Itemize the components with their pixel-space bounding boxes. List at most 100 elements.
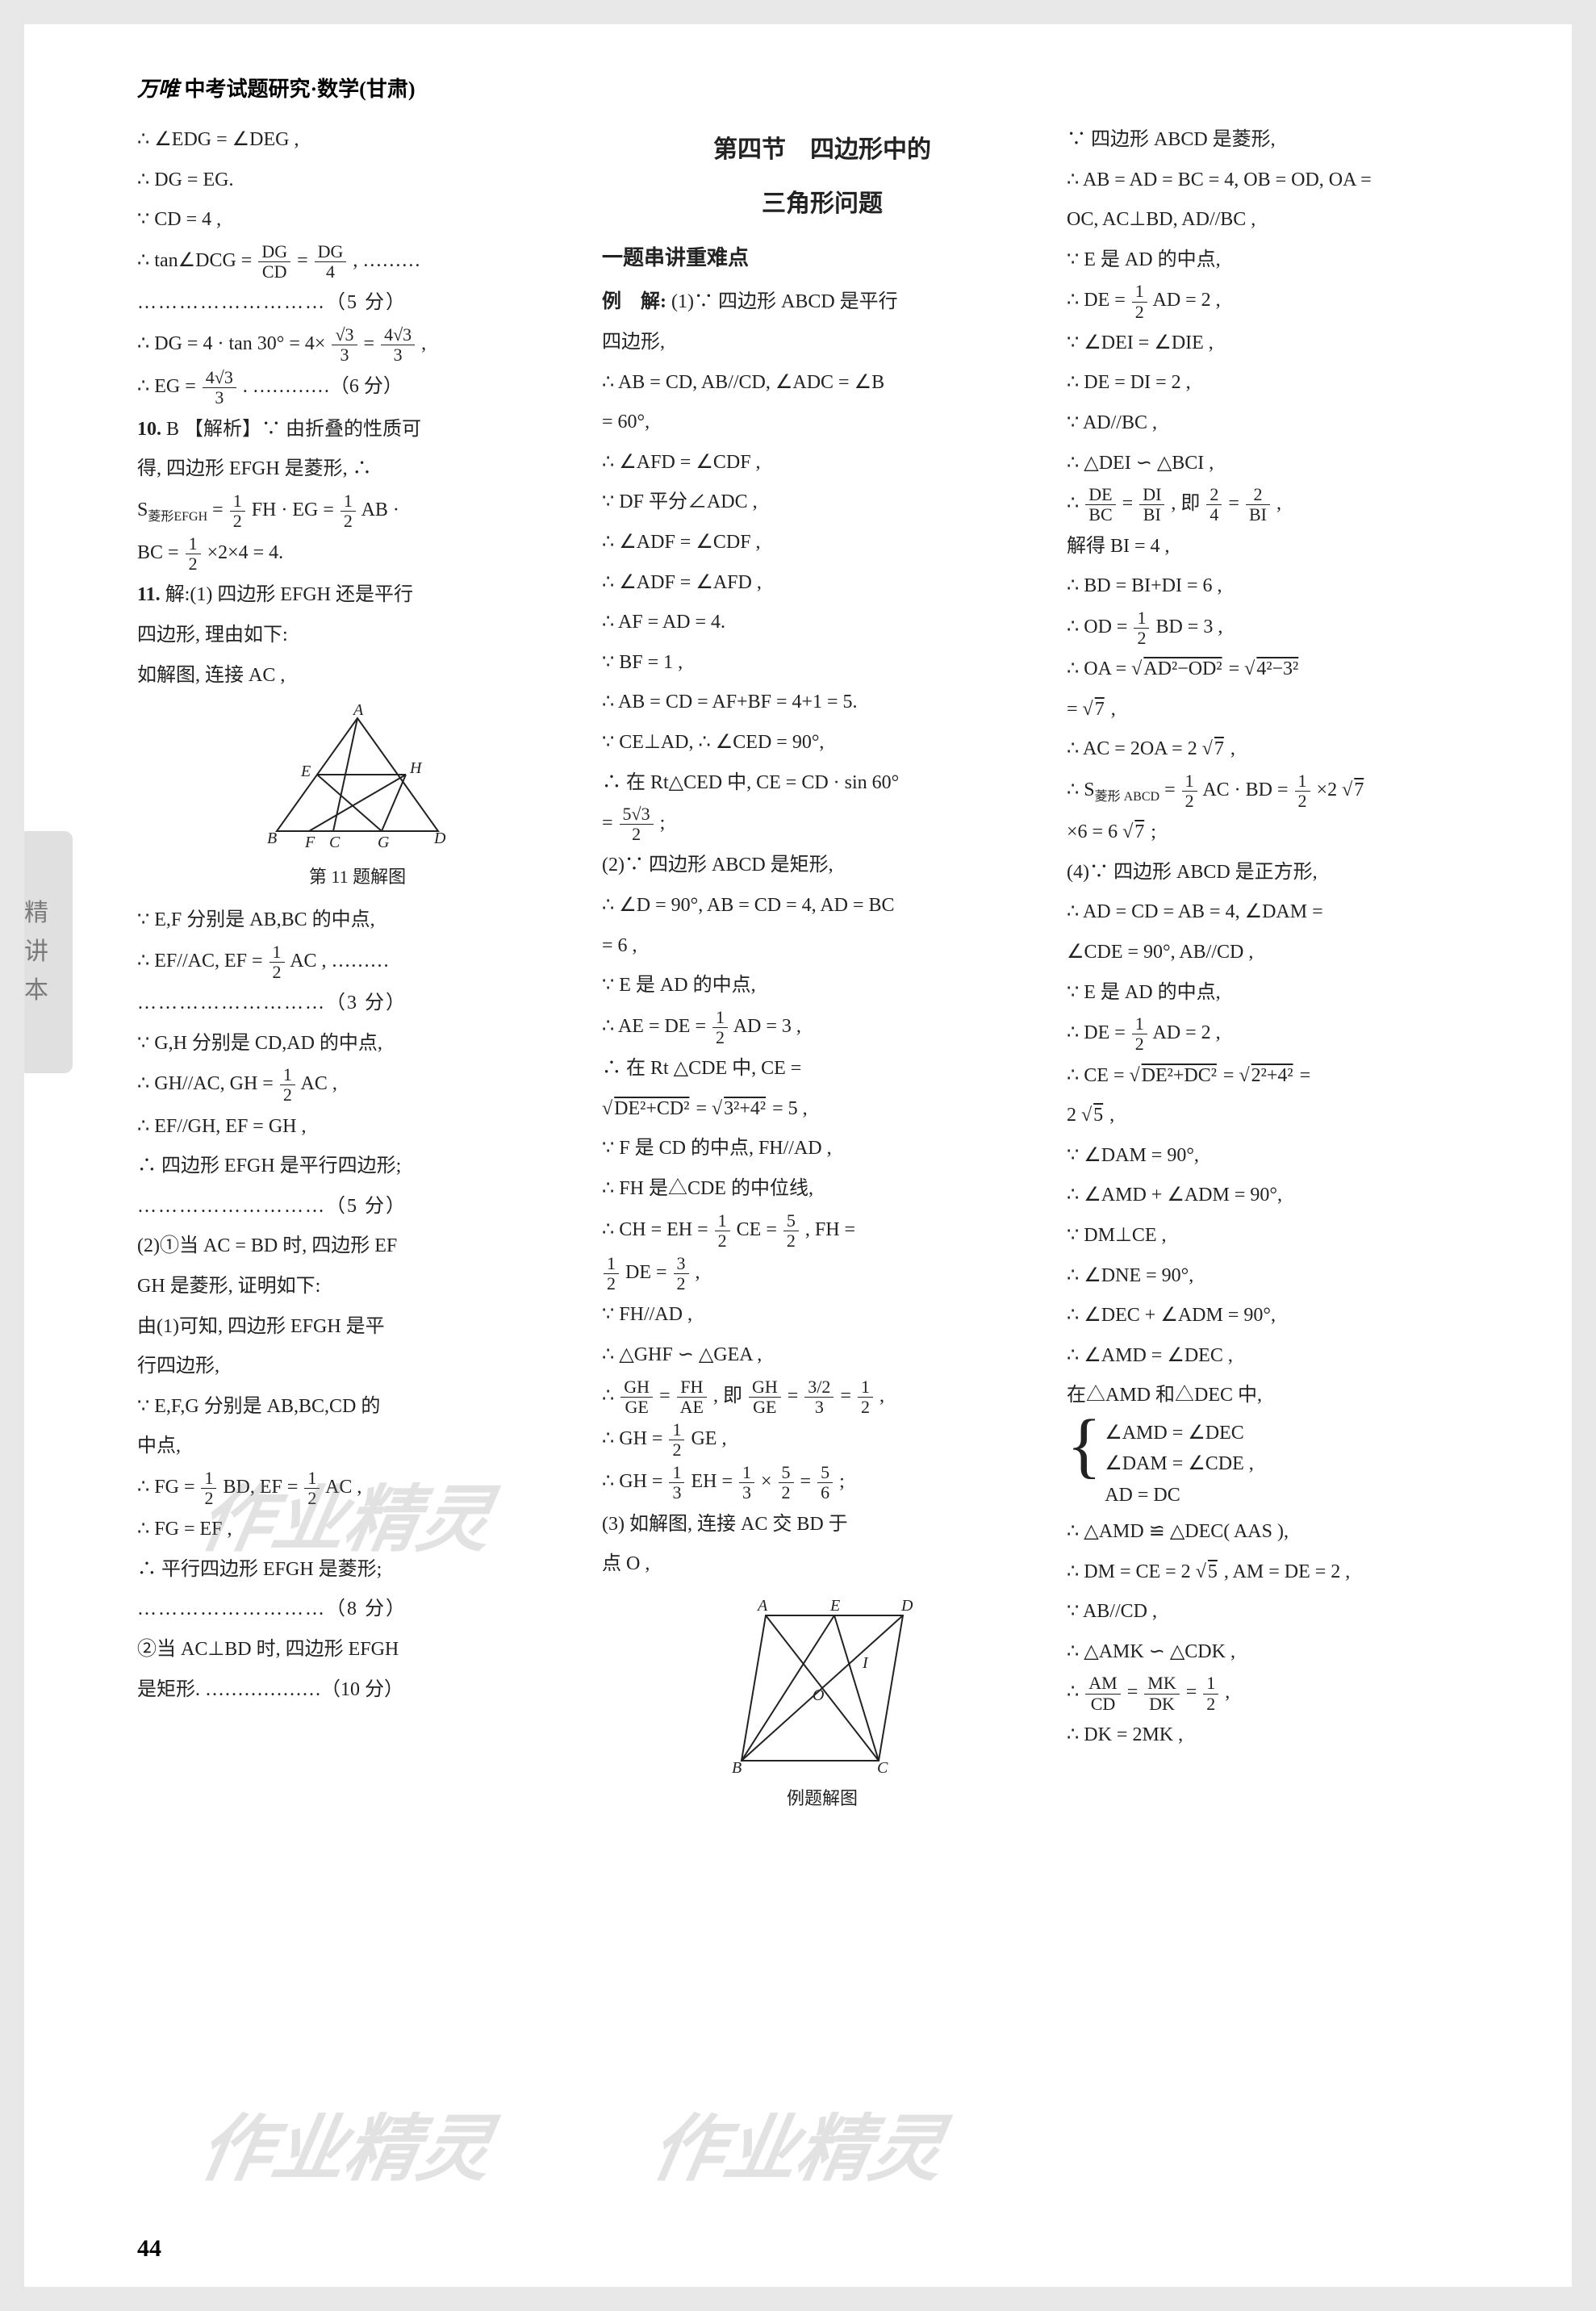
text-line: S菱形EFGH = 12 FH · EG = 12 AB · <box>137 491 578 531</box>
figure-caption: 第 11 题解图 <box>137 860 578 894</box>
text-line: ∴ AB = CD, AB//CD, ∠ADC = ∠B <box>602 365 1042 402</box>
triangle-diagram: A B C D E F G H <box>244 702 470 855</box>
text-line: ∴ DG = 4 · tan 30° = 4× √33 = 4√33 , <box>137 325 578 365</box>
text-line: = 6 , <box>602 928 1042 965</box>
fraction: 12 <box>201 1469 216 1508</box>
text-line: = √7 , <box>1067 692 1507 729</box>
fraction: GHGE <box>620 1377 653 1417</box>
fraction: 12 <box>304 1469 320 1508</box>
text-line: ∴ FG = EF , <box>137 1511 578 1548</box>
fraction: 12 <box>341 491 356 531</box>
text-line: ∴ EG = 4√33 . …………（6 分） <box>137 368 578 407</box>
text-line: ∴ CH = EH = 12 CE = 52 , FH = <box>602 1211 1042 1251</box>
text-line: GH 是菱形, 证明如下: <box>137 1268 578 1306</box>
score-marker: ………………………（5 分） <box>137 285 578 322</box>
fraction: 5√32 <box>620 804 654 844</box>
fraction: 12 <box>280 1065 295 1105</box>
text-line: ∵ AD//BC , <box>1067 405 1507 442</box>
text-line: ∴ DK = 2MK , <box>1067 1717 1507 1754</box>
svg-text:C: C <box>877 1759 888 1777</box>
text-line: ∵ FH//AD , <box>602 1297 1042 1334</box>
text-line: ∴ OA = √AD²−OD² = √4²−3² <box>1067 651 1507 688</box>
text-line: √DE²+CD² = √3²+4² = 5 , <box>602 1091 1042 1128</box>
fraction: 12 <box>715 1211 730 1251</box>
left-brace-icon: { <box>1067 1413 1105 1506</box>
fraction: DIBI <box>1139 485 1164 524</box>
section-subtitle: 三角形问题 <box>602 181 1042 227</box>
text-line: 2 √5 , <box>1067 1097 1507 1135</box>
svg-text:D: D <box>900 1597 913 1615</box>
text-line: ∴ tan∠DCG = DGCD = DG4 , ……… <box>137 242 578 282</box>
text-line: ∴ △DEI ∽ △BCI , <box>1067 445 1507 483</box>
score-marker: ………………………（5 分） <box>137 1189 578 1226</box>
svg-text:G: G <box>378 834 390 851</box>
fraction: MKDK <box>1144 1674 1179 1713</box>
svg-text:H: H <box>409 759 423 777</box>
text-line: 在△AMD 和△DEC 中, <box>1067 1377 1507 1415</box>
text-line: ∴ △AMK ∽ △CDK , <box>1067 1634 1507 1671</box>
text-line: ×6 = 6 √7 ; <box>1067 814 1507 851</box>
fraction: 13 <box>669 1463 684 1502</box>
text-line: ∴ AB = CD = AF+BF = 4+1 = 5. <box>602 684 1042 721</box>
fraction: 24 <box>1206 485 1222 524</box>
svg-text:E: E <box>300 763 311 780</box>
text-line: 例 解: (1)∵ 四边形 ABCD 是平行 <box>602 284 1042 321</box>
fraction: 4√33 <box>203 368 236 407</box>
text-line: ∵ ∠DAM = 90°, <box>1067 1138 1507 1175</box>
fraction: 12 <box>1203 1674 1218 1713</box>
text-line: = 5√32 ; <box>602 804 1042 844</box>
text-line: = 60°, <box>602 404 1042 441</box>
text-line: ∵ E,F 分别是 AB,BC 的中点, <box>137 902 578 939</box>
text-line: ∴ ∠AMD = ∠DEC , <box>1067 1338 1507 1375</box>
text-line: ∵ E 是 AD 的中点, <box>602 967 1042 1005</box>
text-line: ∴ S菱形 ABCD = 12 AC · BD = 12 ×2 √7 <box>1067 771 1507 811</box>
text-line: 是矩形. ………………（10 分） <box>137 1672 578 1709</box>
text-line: ∵ G,H 分别是 CD,AD 的中点, <box>137 1026 578 1063</box>
text-line: ∴ OD = 12 BD = 3 , <box>1067 608 1507 648</box>
score-marker: ………………………（8 分） <box>137 1591 578 1628</box>
fraction: 2BI <box>1246 485 1270 524</box>
text-line: ∵ CD = 4 , <box>137 202 578 239</box>
text-line: ∴ BD = BI+DI = 6 , <box>1067 568 1507 605</box>
page-number: 44 <box>137 2235 161 2263</box>
svg-text:F: F <box>304 834 315 851</box>
question-number: 11. <box>137 584 161 605</box>
text-line: ∴ DEBC = DIBI , 即 24 = 2BI , <box>1067 485 1507 524</box>
fraction: DGCD <box>258 242 290 282</box>
text-line: AD = DC <box>1105 1480 1254 1511</box>
figure-q11: A B C D E F G H 第 11 题解图 <box>137 702 578 894</box>
brand: 万唯 <box>137 77 179 101</box>
fraction: 12 <box>1295 771 1310 811</box>
text-line: ∵ ∠DEI = ∠DIE , <box>1067 325 1507 362</box>
text-line: (4)∵ 四边形 ABCD 是正方形, <box>1067 855 1507 892</box>
text-line: ∴ 在 Rt△CED 中, CE = CD · sin 60° <box>602 765 1042 802</box>
svg-text:B: B <box>267 830 277 847</box>
brace-group: { ∠AMD = ∠DEC ∠DAM = ∠CDE , AD = DC <box>1067 1418 1254 1511</box>
text-line: ∴ DE = 12 AD = 2 , <box>1067 1014 1507 1054</box>
fraction: 12 <box>604 1254 619 1293</box>
text-line: 中点, <box>137 1428 578 1465</box>
text-line: ∵ 四边形 ABCD 是菱形, <box>1067 122 1507 159</box>
header-title: 中考试题研究·数学(甘肃) <box>185 77 416 101</box>
text-line: ∵ AB//CD , <box>1067 1594 1507 1631</box>
question-number: 10. <box>137 419 161 440</box>
text-line: 四边形, 理由如下: <box>137 617 578 654</box>
text-line: 12 DE = 32 , <box>602 1254 1042 1293</box>
text-line: ∴ 平行四边形 EFGH 是菱形; <box>137 1552 578 1589</box>
fraction: 13 <box>739 1463 754 1502</box>
text-line: ∴ EF//AC, EF = 12 AC , ……… <box>137 942 578 982</box>
text-line: 如解图, 连接 AC , <box>137 658 578 695</box>
side-tab: 精讲本 <box>24 831 73 1073</box>
text-line: (3) 如解图, 连接 AC 交 BD 于 <box>602 1507 1042 1544</box>
text-line: ∴ ∠DEC + ∠ADM = 90°, <box>1067 1298 1507 1335</box>
example-label: 例 解: <box>602 291 666 312</box>
text-line: ∵ E,F,G 分别是 AB,BC,CD 的 <box>137 1389 578 1426</box>
text-line: ∴ GHGE = FHAE , 即 GHGE = 3/23 = 12 , <box>602 1377 1042 1417</box>
text-line: 10. B 【解析】∵ 由折叠的性质可 <box>137 412 578 449</box>
text-line: 四边形, <box>602 324 1042 361</box>
text-line: ∵ DM⊥CE , <box>1067 1218 1507 1255</box>
text-line: ∴ DG = EG. <box>137 162 578 199</box>
svg-text:O: O <box>813 1686 824 1704</box>
text-line: ∠DAM = ∠CDE , <box>1105 1448 1254 1479</box>
fraction: 12 <box>1134 608 1149 648</box>
